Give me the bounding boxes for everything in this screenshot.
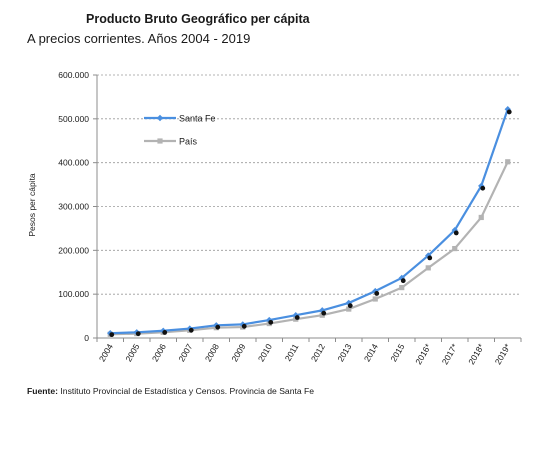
series-point xyxy=(452,245,458,252)
marker-dot xyxy=(162,330,168,335)
series-point xyxy=(425,265,431,271)
marker-dot xyxy=(374,291,380,296)
chart-subtitle: A precios corrientes. Años 2004 - 2019 xyxy=(27,31,251,46)
x-tick-label: 2015 xyxy=(388,342,406,364)
gridlines xyxy=(97,74,521,295)
marker-dot xyxy=(400,278,406,284)
marker-dot xyxy=(294,315,300,320)
y-tick-label: 200.000 xyxy=(58,245,89,255)
series-point xyxy=(346,306,352,312)
x-tick-label: 2010 xyxy=(256,342,274,364)
y-tick-label: 600.000 xyxy=(58,70,89,80)
y-tick-label: 100.000 xyxy=(58,289,89,299)
series-point xyxy=(319,312,325,318)
marker-dot xyxy=(506,109,512,115)
source-note: Fuente: Instituto Provincial de Estadíst… xyxy=(27,386,314,396)
source-label: Fuente: xyxy=(27,386,59,396)
marker-dot xyxy=(215,324,221,330)
series-line-0 xyxy=(110,108,509,335)
series-point xyxy=(239,321,246,328)
x-tick-label: 2011 xyxy=(283,342,301,363)
x-tick-label: 2016* xyxy=(413,341,433,366)
y-tick-label: 500.000 xyxy=(58,114,89,124)
marker-dot xyxy=(109,332,115,338)
series-point xyxy=(372,296,378,302)
marker-dot xyxy=(268,319,274,325)
legend-marker xyxy=(157,138,163,144)
marker-dot xyxy=(241,323,247,329)
marker-dot xyxy=(427,255,433,261)
series-lines xyxy=(107,105,512,338)
series-point xyxy=(505,159,511,165)
marker-dot xyxy=(321,310,327,316)
series-line-1 xyxy=(110,161,509,336)
x-axis-ticks: 2004 2005 2006 2007 2008 2009 2010 2011 2012 2013… xyxy=(97,341,513,366)
x-tick-label: 2012 xyxy=(309,342,327,364)
x-tick-label: 2006 xyxy=(150,342,168,364)
chart-title: Producto Bruto Geográfico per cápita xyxy=(86,12,310,26)
series-point xyxy=(399,284,405,291)
x-tick-label: 2009 xyxy=(229,342,247,364)
y-axis-label: Pesos per cápita xyxy=(27,173,37,237)
x-tick-label: 2004 xyxy=(97,342,115,364)
y-axis-ticks: 0 100.000 200.000 300.000 400.000 500.000 600.… xyxy=(58,70,89,343)
x-tick-label: 2008 xyxy=(203,342,221,364)
x-tick-label: 2005 xyxy=(123,342,141,364)
marker-dot xyxy=(347,303,353,309)
series-point xyxy=(213,322,220,329)
x-tick-label: 2007 xyxy=(176,342,194,364)
source-text: Instituto Provincial de Estadística y Ce… xyxy=(60,386,315,396)
x-tick-label: 2013 xyxy=(335,342,353,364)
x-tick-label: 2017* xyxy=(440,341,460,366)
x-tick-label: 2019* xyxy=(493,341,513,366)
legend: Santa Fe País xyxy=(144,114,216,147)
marker-dot xyxy=(480,185,486,191)
y-tick-label: 300.000 xyxy=(58,202,89,212)
axes xyxy=(93,74,522,342)
series-point xyxy=(478,214,484,221)
chart-area: 0 100.000 200.000 300.000 400.000 500.000 600.… xyxy=(27,70,522,366)
legend-marker xyxy=(156,114,164,122)
legend-label: País xyxy=(179,137,198,147)
marker-dot xyxy=(188,327,194,333)
marker-dot xyxy=(135,331,141,337)
x-tick-label: 2014 xyxy=(362,342,380,364)
legend-label: Santa Fe xyxy=(179,114,216,124)
x-tick-label: 2018* xyxy=(466,341,486,366)
y-tick-label: 400.000 xyxy=(58,158,89,168)
y-tick-label: 0 xyxy=(84,333,89,343)
marker-dot xyxy=(453,230,459,236)
